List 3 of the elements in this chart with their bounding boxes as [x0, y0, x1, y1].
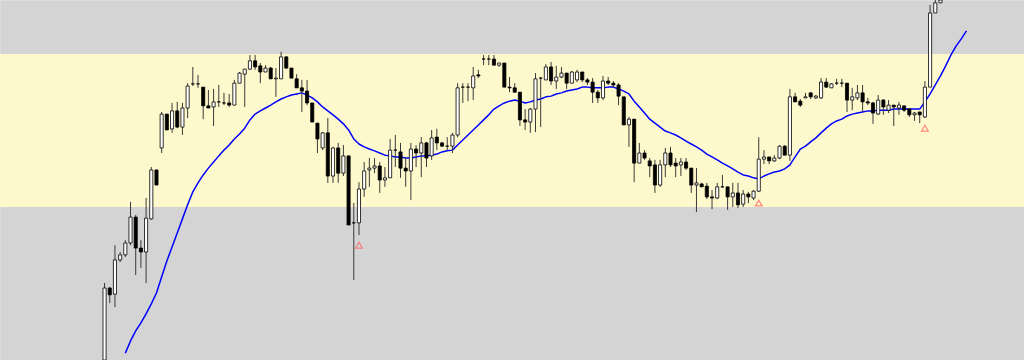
candlestick	[393, 134, 398, 168]
candlestick	[190, 66, 195, 87]
candlestick	[196, 74, 200, 89]
